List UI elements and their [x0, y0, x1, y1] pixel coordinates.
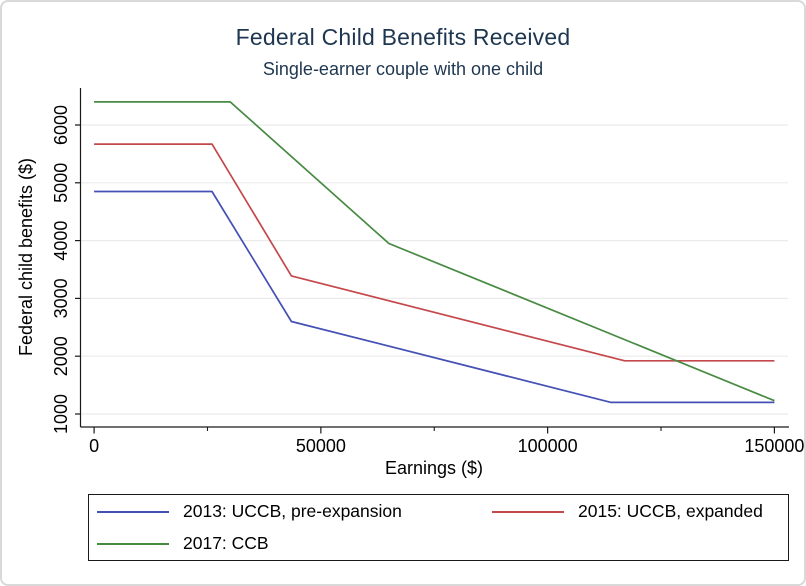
y-tick-label: 4000 [51, 221, 71, 261]
legend-swatch-line [97, 542, 169, 545]
x-tick-label: 150000 [744, 436, 804, 456]
x-tick-label: 100000 [518, 436, 578, 456]
legend-swatch-line [492, 510, 564, 513]
legend-item-0: 2013: UCCB, pre-expansion [97, 500, 465, 524]
y-axis-title: Federal child benefits ($) [16, 158, 36, 356]
legend-label: 2013: UCCB, pre-expansion [183, 501, 402, 521]
legend-label: 2015: UCCB, expanded [578, 501, 763, 521]
legend-item-1: 2015: UCCB, expanded [465, 500, 788, 524]
x-tick-label: 0 [89, 436, 99, 456]
ticks [75, 124, 775, 434]
axes [79, 88, 789, 428]
x-tick-label: 50000 [296, 436, 346, 456]
y-tick-label: 6000 [51, 105, 71, 145]
series-line-1 [94, 143, 775, 362]
y-tick-label: 1000 [51, 394, 71, 434]
y-tick-label: 3000 [51, 278, 71, 318]
y-tick-label: 5000 [51, 163, 71, 203]
tick-labels: 1000 2000 3000 4000 5000 6000 0 50000 100000 1500… [51, 105, 804, 456]
legend-label: 2017: CCB [183, 533, 269, 553]
chart-title: Federal Child Benefits Received [235, 24, 571, 50]
series-line-2 [94, 101, 775, 402]
chart-subtitle: Single-earner couple with one child [262, 59, 544, 79]
x-axis-title: Earnings ($) [385, 458, 483, 478]
series-line-0 [94, 190, 775, 404]
series-lines [94, 101, 775, 404]
legend-item-2: 2017: CCB [97, 532, 465, 556]
legend-swatch-line [97, 510, 169, 513]
y-tick-label: 2000 [51, 336, 71, 376]
gridlines [80, 124, 788, 415]
legend: 2013: UCCB, pre-expansion 2015: UCCB, exp… [88, 494, 789, 561]
